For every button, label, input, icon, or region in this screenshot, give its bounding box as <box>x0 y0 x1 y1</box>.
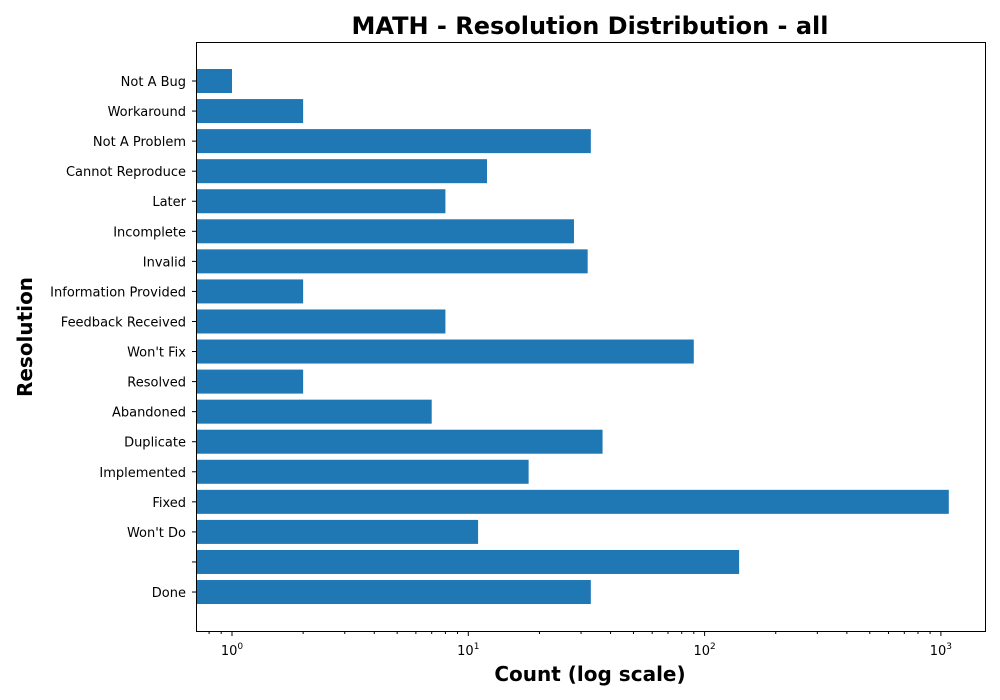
bar <box>196 159 488 184</box>
bar <box>196 279 304 304</box>
y-tick-label: Incomplete <box>113 225 186 240</box>
bar <box>196 399 432 424</box>
bar <box>196 99 304 124</box>
y-tick-label: Invalid <box>143 255 186 270</box>
y-tick-label: Done <box>152 586 186 601</box>
bar <box>196 519 479 544</box>
x-axis-label: Count (log scale) <box>494 662 685 686</box>
x-tick-label: 101 <box>457 642 479 659</box>
y-tick-label: Abandoned <box>112 406 186 421</box>
y-tick-label: Information Provided <box>50 285 186 300</box>
y-tick-label: Later <box>152 195 186 210</box>
y-axis-label: Resolution <box>13 277 37 397</box>
bar <box>196 249 588 274</box>
bars-group <box>196 69 949 605</box>
y-tick-label: Won't Do <box>127 526 186 541</box>
y-tick-label: Duplicate <box>124 436 186 451</box>
y-tick-label: Feedback Received <box>61 315 186 330</box>
y-tick-label: Cannot Reproduce <box>66 165 186 180</box>
bar <box>196 489 949 514</box>
y-tick-label: Not A Bug <box>121 75 186 90</box>
bar <box>196 429 603 454</box>
bar <box>196 69 232 93</box>
y-tick-label: Implemented <box>99 466 186 481</box>
x-tick-label: 102 <box>693 642 715 659</box>
y-tick-label: Resolved <box>127 376 186 391</box>
plot-frame <box>196 42 986 632</box>
y-tick-label: Won't Fix <box>127 346 186 361</box>
y-tick-label: Workaround <box>108 105 186 120</box>
bar <box>196 459 529 484</box>
y-ticks-group: Not A Bug Workaround Not A Problem Cannot R… <box>50 75 196 601</box>
x-tick-label: 103 <box>930 642 952 659</box>
bar <box>196 129 591 154</box>
bar <box>196 189 446 214</box>
y-tick-label: Fixed <box>152 496 186 511</box>
y-tick-label: Not A Problem <box>93 135 186 150</box>
bar <box>196 580 591 605</box>
bar <box>196 309 446 334</box>
chart-title: MATH - Resolution Distribution - all <box>351 12 828 40</box>
x-tick-label: 100 <box>221 642 244 659</box>
bar <box>196 219 574 244</box>
bar <box>196 369 304 394</box>
x-ticks-group: 100 101 102 103 <box>208 631 952 659</box>
bar <box>196 339 694 364</box>
bar <box>196 549 740 574</box>
